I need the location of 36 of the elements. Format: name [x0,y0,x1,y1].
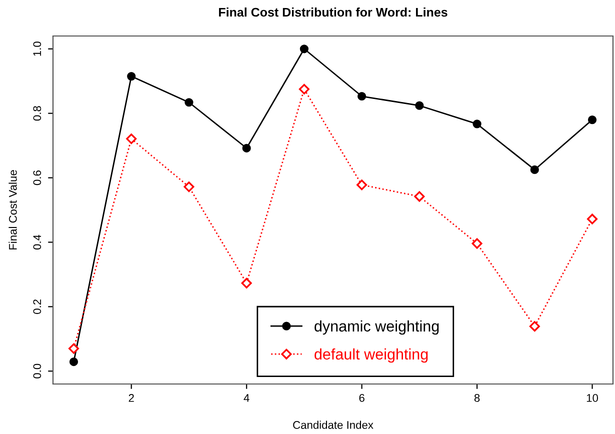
x-tick-label: 10 [586,394,598,402]
point [588,115,597,124]
x-axis-title: Candidate Index [293,420,374,429]
y-tick-label: 0.2 [33,300,42,314]
x-tick-label: 4 [244,394,250,402]
point [126,134,137,144]
legend-label: dynamic weighting [314,320,439,335]
point [472,120,482,128]
chart-title: Final Cost Distribution for Word: Lines [219,7,448,17]
point [69,357,78,366]
point [530,165,539,174]
y-tick-label: 0.6 [33,170,42,186]
point [358,92,366,101]
y-axis-title: Final Cost Value [8,170,17,250]
point [472,238,482,249]
y-tick-label: 0.4 [33,234,42,250]
x-tick-label: 6 [359,394,364,402]
y-tick-label: 1.0 [33,42,42,56]
x-tick-label: 2 [128,394,134,402]
point [184,98,194,107]
point [415,101,424,110]
point [300,44,308,54]
point [529,321,540,332]
point [127,72,136,81]
point [184,182,194,192]
point [356,180,368,190]
point [587,214,598,224]
point [68,343,79,354]
point [414,191,425,202]
x-tick-label: 8 [474,394,480,402]
point [241,278,252,288]
y-tick-label: 0.0 [33,364,42,378]
point [298,84,310,94]
legend-label: default weighting [314,348,428,363]
y-tick-label: 0.8 [33,106,42,121]
point [242,144,251,152]
